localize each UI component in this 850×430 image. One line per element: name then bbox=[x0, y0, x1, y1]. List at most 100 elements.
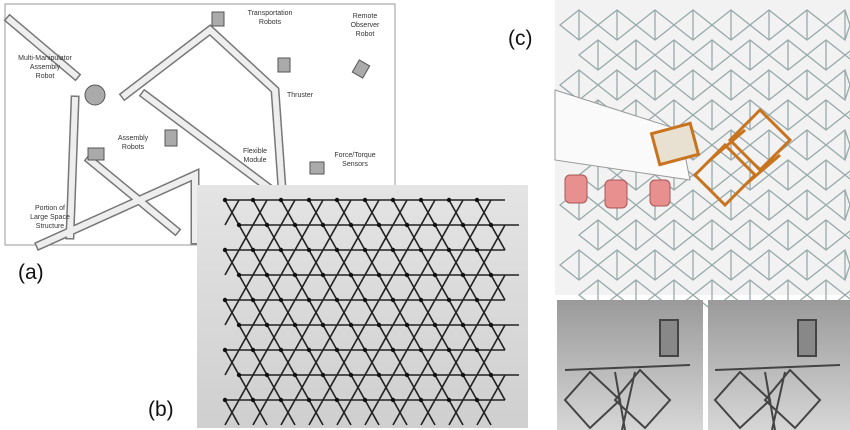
node bbox=[279, 198, 283, 202]
robot bbox=[310, 162, 324, 174]
annotation: Force/Torque bbox=[334, 152, 375, 159]
node bbox=[237, 273, 241, 277]
annotation: Portion of bbox=[35, 205, 65, 212]
annotation: Assembly bbox=[118, 135, 149, 142]
node bbox=[405, 223, 409, 227]
node bbox=[461, 223, 465, 227]
node bbox=[489, 223, 493, 227]
node bbox=[377, 323, 381, 327]
node bbox=[447, 348, 451, 352]
node bbox=[349, 323, 353, 327]
robot bbox=[165, 130, 177, 146]
node bbox=[335, 348, 339, 352]
node bbox=[419, 298, 423, 302]
node bbox=[461, 323, 465, 327]
node bbox=[349, 223, 353, 227]
node bbox=[433, 223, 437, 227]
panel-b bbox=[197, 185, 528, 428]
node bbox=[293, 223, 297, 227]
node bbox=[223, 398, 227, 402]
gripper bbox=[650, 180, 670, 206]
annotation: Sensors bbox=[342, 161, 368, 168]
node bbox=[279, 248, 283, 252]
node bbox=[363, 198, 367, 202]
node bbox=[363, 248, 367, 252]
annotation: Remote bbox=[353, 13, 378, 20]
node bbox=[237, 223, 241, 227]
node bbox=[475, 298, 479, 302]
annotation: Thruster bbox=[287, 92, 314, 99]
node bbox=[251, 398, 255, 402]
node bbox=[223, 198, 227, 202]
node bbox=[251, 248, 255, 252]
node bbox=[419, 198, 423, 202]
node bbox=[391, 398, 395, 402]
node bbox=[265, 273, 269, 277]
annotation: Multi-Manipulator bbox=[18, 55, 72, 62]
node bbox=[419, 348, 423, 352]
node bbox=[335, 248, 339, 252]
node bbox=[377, 273, 381, 277]
node bbox=[489, 273, 493, 277]
node bbox=[237, 373, 241, 377]
gripper bbox=[605, 180, 627, 208]
annotation: Transportation bbox=[248, 10, 293, 17]
node bbox=[321, 273, 325, 277]
node bbox=[237, 323, 241, 327]
node bbox=[251, 198, 255, 202]
node bbox=[461, 373, 465, 377]
annotation: Large Space bbox=[30, 214, 70, 221]
node bbox=[391, 248, 395, 252]
node bbox=[405, 323, 409, 327]
node bbox=[405, 273, 409, 277]
arm bbox=[660, 320, 678, 356]
gripper bbox=[565, 175, 587, 203]
figure: TransportationRobotsRemoteObserverRobotM… bbox=[0, 0, 850, 430]
robot bbox=[212, 12, 224, 26]
robot bbox=[88, 148, 104, 160]
node bbox=[335, 198, 339, 202]
node bbox=[293, 273, 297, 277]
node bbox=[307, 398, 311, 402]
node bbox=[475, 248, 479, 252]
annotation: Structure bbox=[36, 223, 65, 230]
node bbox=[433, 273, 437, 277]
node bbox=[307, 198, 311, 202]
node bbox=[489, 373, 493, 377]
annotation: Flexible bbox=[243, 148, 267, 155]
node bbox=[391, 348, 395, 352]
node bbox=[307, 348, 311, 352]
node bbox=[293, 373, 297, 377]
node bbox=[321, 373, 325, 377]
panel-c bbox=[555, 0, 850, 430]
robot bbox=[278, 58, 290, 72]
grippers bbox=[565, 175, 670, 208]
node bbox=[265, 323, 269, 327]
node bbox=[447, 298, 451, 302]
annotation: Module bbox=[244, 157, 267, 164]
node bbox=[251, 348, 255, 352]
node bbox=[349, 273, 353, 277]
node bbox=[461, 273, 465, 277]
node bbox=[307, 298, 311, 302]
arm bbox=[798, 320, 816, 356]
node bbox=[279, 348, 283, 352]
node bbox=[349, 373, 353, 377]
node bbox=[335, 298, 339, 302]
node bbox=[223, 248, 227, 252]
node bbox=[279, 298, 283, 302]
node bbox=[433, 323, 437, 327]
node bbox=[419, 248, 423, 252]
node bbox=[475, 348, 479, 352]
node bbox=[279, 398, 283, 402]
node bbox=[223, 348, 227, 352]
panel-label: (a) bbox=[18, 261, 44, 284]
annotation: Robots bbox=[259, 19, 282, 26]
node bbox=[251, 298, 255, 302]
panel-label: (b) bbox=[148, 398, 174, 421]
node bbox=[489, 323, 493, 327]
node bbox=[475, 198, 479, 202]
node bbox=[321, 323, 325, 327]
panel-label: (c) bbox=[508, 27, 533, 50]
node bbox=[265, 223, 269, 227]
